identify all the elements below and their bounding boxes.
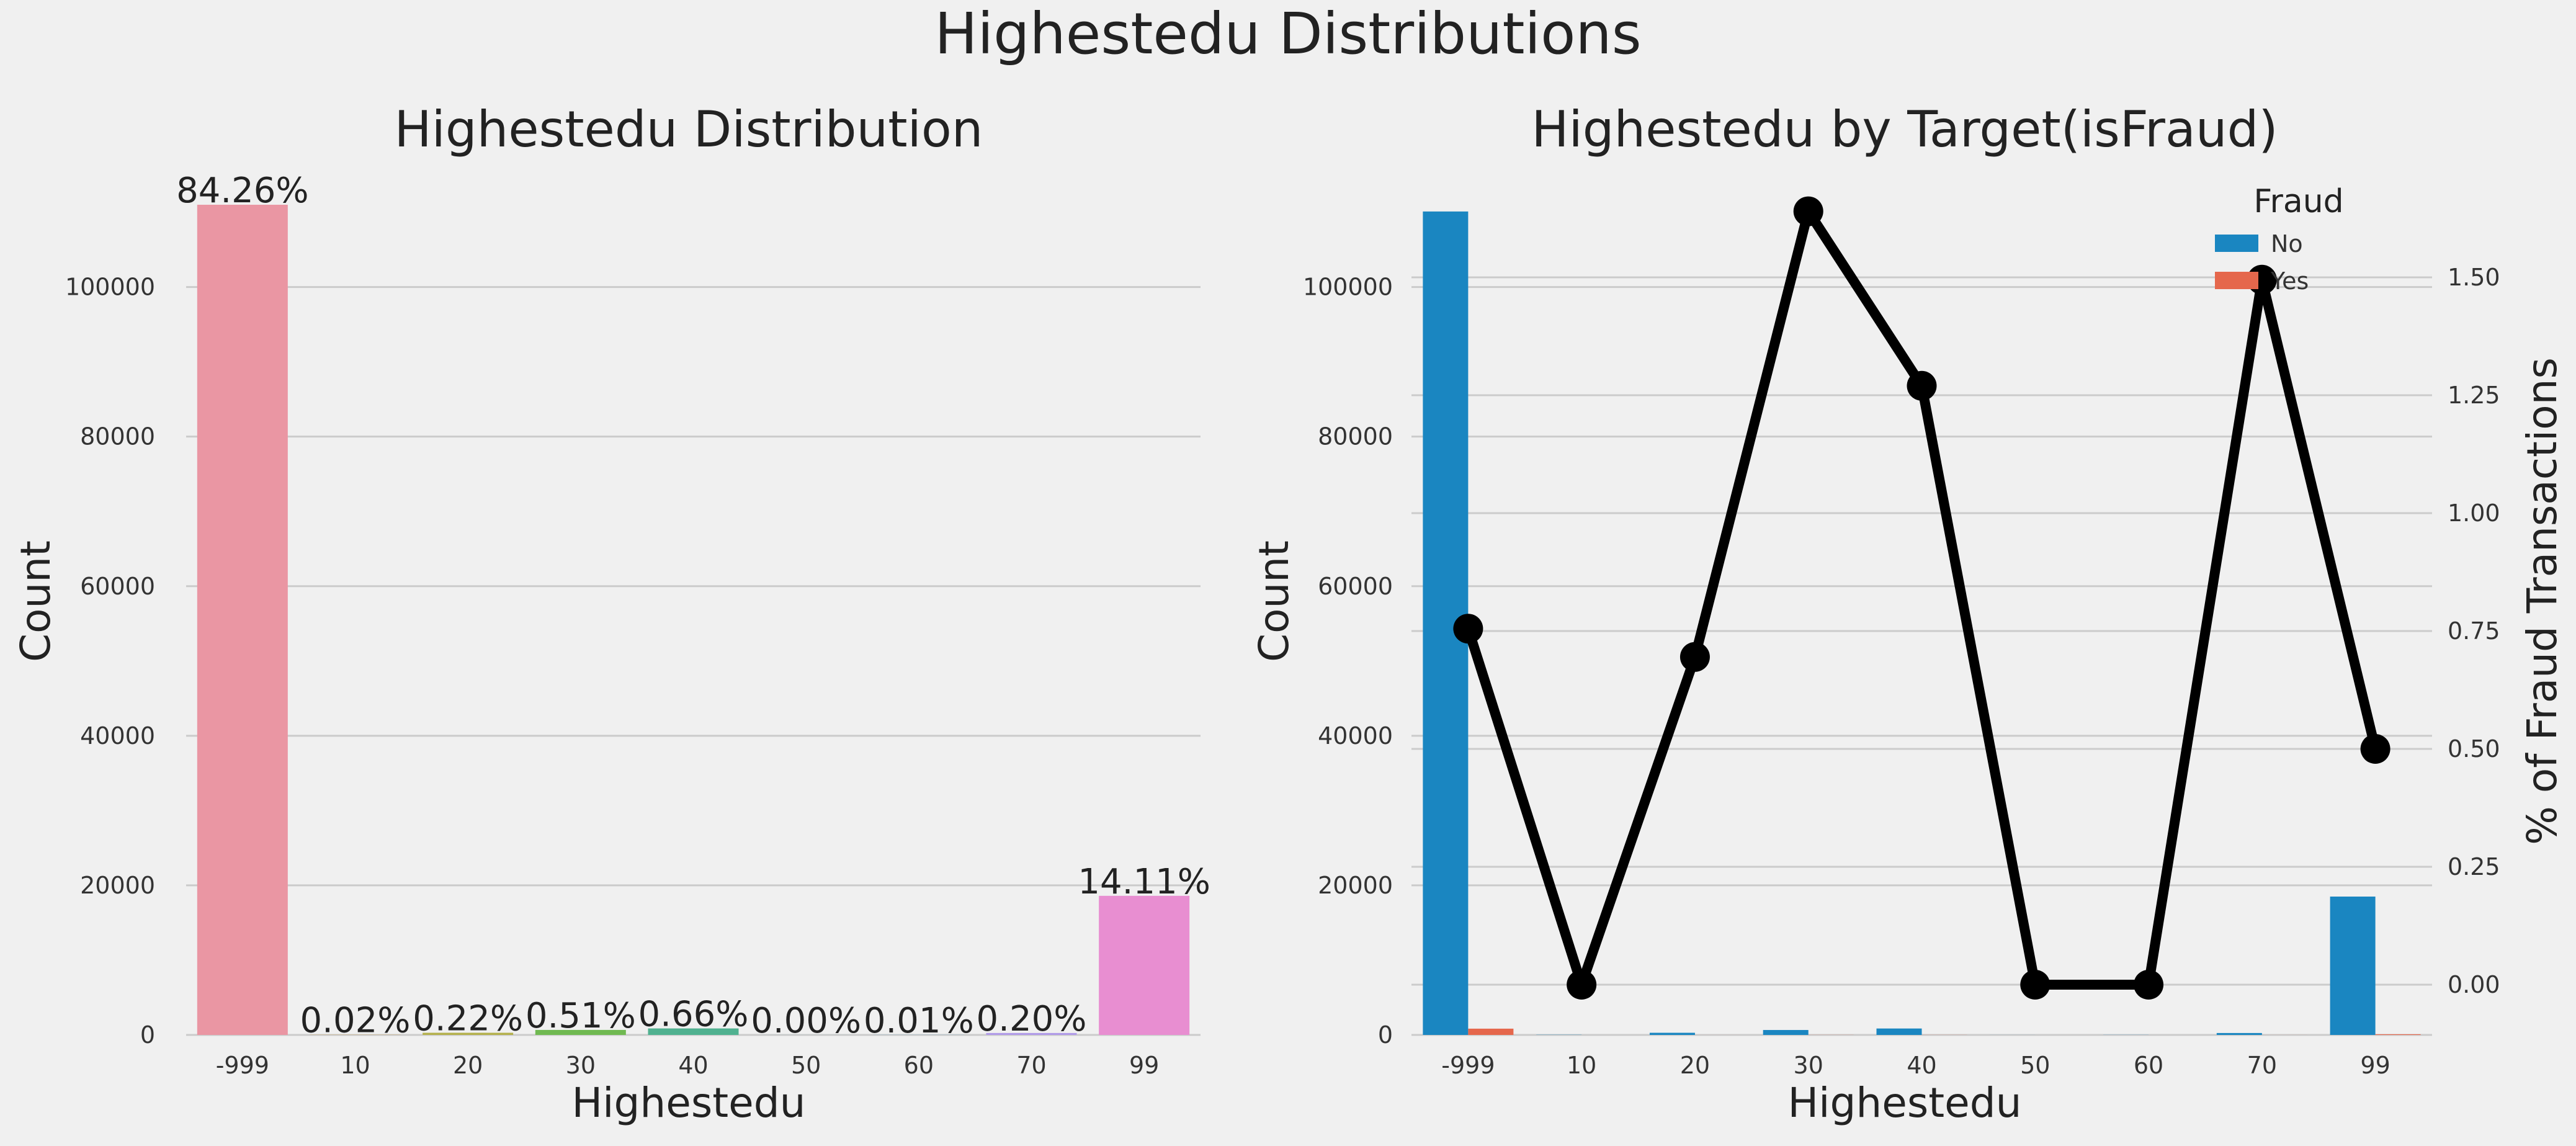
distribution-y-tick-label: 0 [140,1021,155,1049]
target-x-tick-label: 40 [1907,1052,1936,1079]
distribution-x-tick-label: 40 [678,1052,708,1079]
distribution-percent-label: 0.00% [751,1001,861,1041]
target-x-tick-label: 99 [2360,1052,2390,1079]
distribution-x-ticks: -999 10 20 30 40 50 60 70 99 [216,1052,1160,1079]
legend-label: No [2271,230,2303,257]
target-x-axis-label: Highestedu [1788,1079,2022,1127]
target-y2-tick-label: 0.00 [2448,971,2500,998]
bar-no [1763,1030,1809,1035]
distribution-bar [423,1032,514,1035]
distribution-percent-label: 0.51% [525,996,636,1036]
target-y-tick-label: 60000 [1318,573,1393,600]
target-y2-tick-label: 0.75 [2448,617,2500,645]
distribution-percent-labels: 84.26% 0.02% 0.22% 0.51% 0.66% 0.00% 0.01% 0.20… [176,171,1210,1041]
bar-no [2330,897,2376,1035]
legend: Fraud No Yes [2215,183,2344,295]
distribution-x-tick-label: 99 [1129,1052,1159,1079]
bar-no [1876,1028,1922,1035]
fraud-rate-point [1567,970,1597,1000]
target-y-tick-label: 0 [1378,1021,1393,1049]
distribution-percent-label: 0.20% [977,999,1087,1039]
distribution-percent-label: 14.11% [1078,862,1210,902]
fraud-rate-point [2360,734,2390,764]
fraud-rate-point [2020,970,2051,1000]
target-x-tick-label: 70 [2247,1052,2277,1079]
target-y2-ticks: 0.00 0.25 0.50 0.75 1.00 1.25 1.50 [2448,264,2500,998]
distribution-bar [986,1032,1077,1035]
distribution-bar [1099,895,1190,1035]
distribution-y-tick-label: 100000 [65,274,155,301]
distribution-x-tick-label: 10 [340,1052,370,1079]
target-y2-tick-label: 1.50 [2448,264,2500,291]
distribution-y-tick-label: 20000 [80,872,155,899]
distribution-x-tick-label: 60 [904,1052,934,1079]
distribution-bar [197,205,288,1035]
distribution-y-tick-label: 60000 [80,573,155,600]
distribution-x-tick-label: -999 [216,1052,269,1079]
target-y-tick-label: 100000 [1303,274,1393,301]
target-y-axis-label: Count [1250,540,1298,662]
target-x-tick-label: -999 [1441,1052,1495,1079]
target-y-ticks: 0 20000 40000 60000 80000 100000 [1303,274,1393,1049]
target-y-tick-label: 20000 [1318,872,1393,899]
target-y2-tick-label: 0.25 [2448,853,2500,880]
target-x-tick-label: 30 [1794,1052,1823,1079]
target-x-tick-label: 20 [1680,1052,1710,1079]
fraud-rate-point [1453,614,1483,644]
target-y2-tick-label: 0.50 [2448,735,2500,763]
target-x-ticks: -999 10 20 30 40 50 60 70 99 [1441,1052,2390,1079]
distribution-bars [197,205,1190,1035]
distribution-y-tick-label: 40000 [80,722,155,750]
legend-label: Yes [2270,267,2309,295]
target-x-tick-label: 10 [1567,1052,1596,1079]
distribution-percent-label: 0.02% [300,1001,411,1041]
legend-swatch [2215,235,2258,252]
target-gridlines [1411,276,2432,1036]
distribution-x-tick-label: 20 [453,1052,483,1079]
distribution-x-tick-label: 50 [791,1052,821,1079]
distribution-percent-label: 0.22% [413,999,523,1039]
bar-yes [1468,1028,1514,1035]
distribution-y-ticks: 0 20000 40000 60000 80000 100000 [65,274,155,1049]
target-y2-tick-label: 1.00 [2448,499,2500,527]
distribution-x-tick-label: 70 [1016,1052,1046,1079]
distribution-title: Highestedu Distribution [395,101,983,158]
bar-yes [2375,1034,2421,1035]
distribution-y-tick-label: 80000 [80,423,155,450]
figure-title: Highestedu Distributions [934,1,1641,67]
fraud-rate-point [1907,370,1937,401]
target-x-tick-label: 50 [2020,1052,2050,1079]
distribution-x-axis-label: Highestedu [572,1079,806,1127]
distribution-y-axis-label: Count [12,540,60,662]
target-x-tick-label: 60 [2134,1052,2163,1079]
fraud-rate-point [1793,196,1823,226]
bar-no [1649,1032,1695,1035]
legend-title: Fraud [2253,183,2343,220]
distribution-panel: Highestedu Distribution 0 20000 40000 60000… [12,101,1210,1127]
fraud-rate-point [1679,642,1710,672]
legend-swatch [2215,272,2258,289]
target-title: Highestedu by Target(isFraud) [1531,101,2278,158]
distribution-percent-label: 0.66% [638,995,749,1035]
fraud-rate-point [2134,970,2164,1000]
distribution-bar [648,1028,739,1035]
distribution-x-tick-label: 30 [566,1052,596,1079]
target-panel: Highestedu by Target(isFraud) 0 20000 4000… [1250,101,2566,1127]
target-y-tick-label: 40000 [1318,722,1393,750]
distribution-percent-label: 0.01% [864,1001,974,1041]
target-y2-tick-label: 1.25 [2448,382,2500,409]
distribution-bar [535,1029,626,1035]
target-y2-axis-label: % of Fraud Transactions [2518,357,2566,845]
target-y-tick-label: 80000 [1318,423,1393,450]
distribution-percent-label: 84.26% [176,171,309,211]
bar-no [2216,1032,2262,1035]
